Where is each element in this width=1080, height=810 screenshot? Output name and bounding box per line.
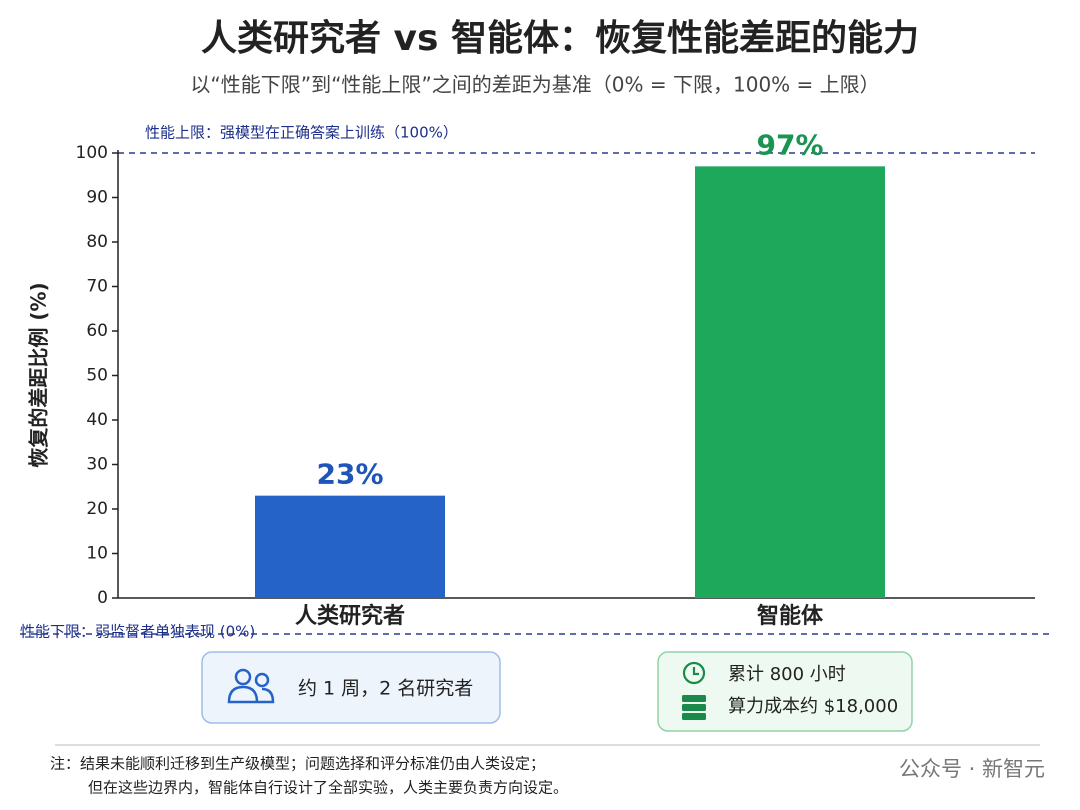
x-tick-label: 智能体 xyxy=(757,603,824,629)
lower-bound-note: 性能下限：弱监督者单独表现 (0%) xyxy=(20,623,255,641)
value-label: 23% xyxy=(316,458,383,491)
watermark: 公众号 · 新智元 xyxy=(899,757,1045,781)
chart-subtitle: 以“性能下限”到“性能上限”之间的差距为基准（0% = 下限，100% = 上限… xyxy=(190,73,879,97)
y-tick-label: 40 xyxy=(86,410,108,430)
y-tick-label: 20 xyxy=(86,499,108,519)
y-tick-label: 90 xyxy=(86,188,108,208)
footnote: 注：结果未能顺利迁移到生产级模型；问题选择和评分标准仍由人类设定； xyxy=(50,755,545,773)
people-icon xyxy=(227,668,275,704)
y-tick-label: 60 xyxy=(86,321,108,341)
value-label: 97% xyxy=(756,128,823,161)
y-tick-label: 80 xyxy=(86,232,108,252)
y-tick-label: 70 xyxy=(86,277,108,297)
y-tick-label: 100 xyxy=(76,143,108,163)
footnote: 但在这些边界内，智能体自行设计了全部实验，人类主要负责方向设定。 xyxy=(88,779,568,797)
clock-icon xyxy=(682,661,706,685)
info-text: 累计 800 小时 xyxy=(728,664,846,685)
bar xyxy=(695,166,885,598)
chart-title: 人类研究者 vs 智能体：恢复性能差距的能力 xyxy=(201,18,919,59)
y-tick-label: 10 xyxy=(86,544,108,564)
info-text: 约 1 周，2 名研究者 xyxy=(298,678,473,700)
bar xyxy=(255,495,445,598)
info-box xyxy=(657,651,913,732)
y-tick-label: 30 xyxy=(86,455,108,475)
upper-bound-note: 性能上限：强模型在正确答案上训练（100%） xyxy=(145,124,458,142)
info-text: 算力成本约 $18,000 xyxy=(728,696,898,717)
y-tick-label: 50 xyxy=(86,366,108,386)
server-icon xyxy=(682,695,706,720)
x-tick-label: 人类研究者 xyxy=(295,603,405,629)
y-tick-label: 0 xyxy=(97,588,108,608)
y-axis-label: 恢复的差距比例 (%) xyxy=(27,282,51,467)
info-box xyxy=(201,651,501,724)
